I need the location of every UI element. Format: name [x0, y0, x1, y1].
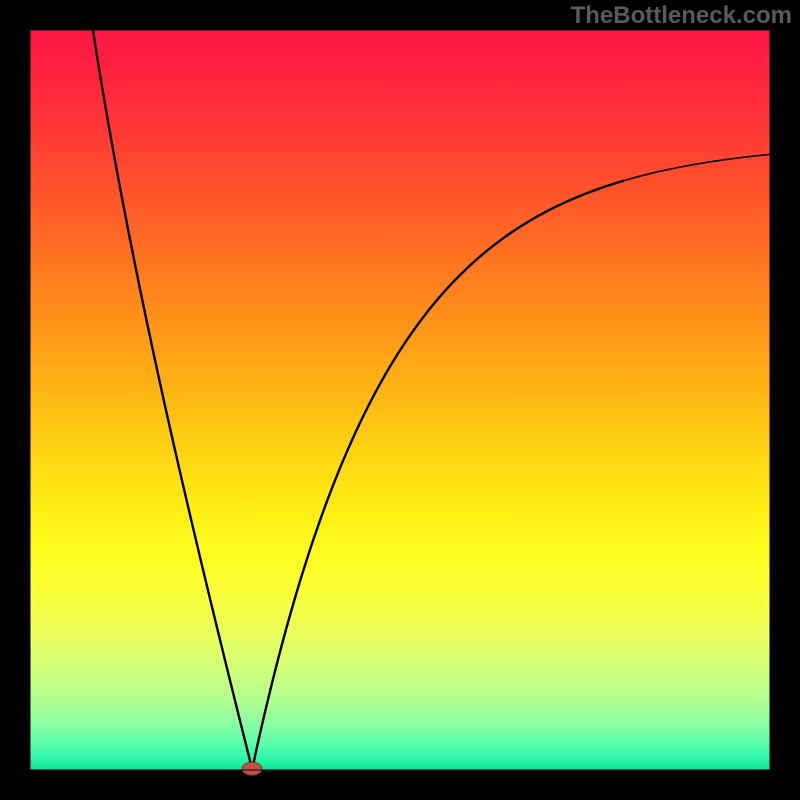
- bottleneck-chart: [0, 0, 800, 800]
- watermark-text: TheBottleneck.com: [571, 2, 792, 30]
- optimum-marker: [242, 762, 262, 775]
- chart-container: { "watermark": { "text": "TheBottleneck.…: [0, 0, 800, 800]
